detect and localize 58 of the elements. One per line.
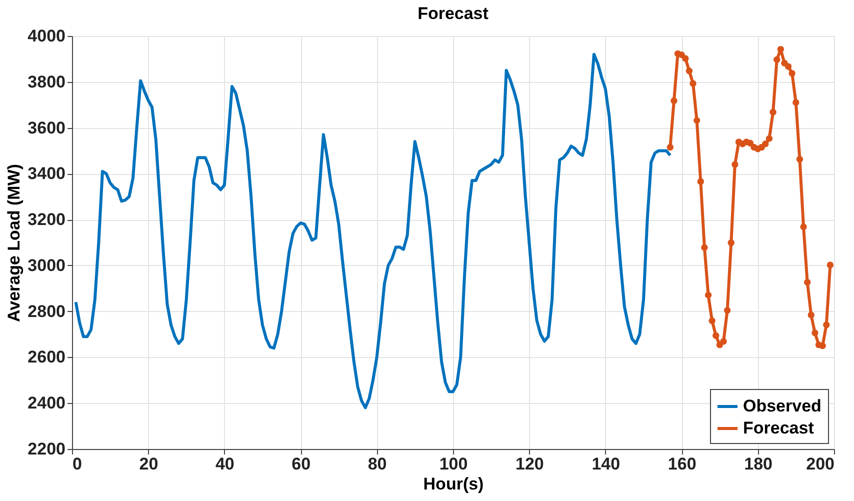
point	[770, 108, 776, 116]
point	[792, 99, 800, 106]
x-axis-title: Hour(s)	[423, 474, 484, 494]
x-tick-label: 60	[292, 454, 311, 474]
y-tick-label: 3000	[28, 256, 66, 275]
y-tick-label: 3600	[28, 118, 66, 138]
point	[784, 63, 792, 70]
point	[697, 178, 704, 185]
point	[720, 338, 727, 345]
point	[708, 317, 716, 324]
point	[796, 156, 804, 163]
x-tick-label: 160	[668, 454, 696, 474]
y-tick-label: 3800	[28, 72, 66, 92]
y-tick-label: 2800	[28, 302, 66, 321]
point	[808, 312, 814, 318]
x-tick-label: 140	[592, 454, 620, 474]
point	[704, 292, 712, 298]
x-tick-label: 100	[439, 454, 468, 474]
x-tick-label: 0	[72, 454, 82, 474]
point	[762, 140, 769, 148]
x-tick-label: 120	[516, 454, 544, 474]
y-tick-label: 3200	[28, 210, 66, 230]
point	[819, 342, 826, 350]
legend-label: Observed	[743, 396, 822, 416]
point	[812, 330, 818, 336]
x-tick-label: 80	[368, 454, 387, 474]
point	[773, 56, 780, 63]
point	[777, 46, 784, 53]
point	[728, 239, 734, 246]
point	[693, 117, 700, 124]
point	[766, 135, 773, 142]
point	[701, 244, 708, 251]
y-tick-label: 4000	[28, 26, 66, 46]
x-tick-label: 180	[744, 454, 772, 474]
point	[682, 55, 689, 62]
point	[666, 144, 674, 151]
point	[788, 70, 796, 77]
x-tick-label: 20	[139, 454, 158, 474]
point	[732, 161, 738, 168]
point	[712, 332, 720, 339]
point	[804, 278, 811, 286]
point	[826, 262, 834, 268]
y-axis-title: Average Load (MW)	[4, 164, 24, 322]
point	[690, 80, 696, 87]
y-tick-label: 2200	[28, 440, 66, 458]
point	[746, 140, 754, 146]
legend-label: Forecast	[743, 418, 814, 438]
point	[670, 97, 678, 104]
point	[686, 68, 693, 74]
point	[800, 224, 807, 230]
y-tick-label: 2400	[28, 394, 66, 413]
point	[724, 307, 731, 314]
y-tick-label: 3400	[28, 164, 66, 184]
x-tick-label: 40	[215, 454, 234, 474]
point	[823, 322, 830, 328]
chart-title: Forecast	[418, 4, 489, 23]
x-tick-label: 200	[806, 454, 834, 474]
y-tick-label: 2600	[28, 348, 66, 367]
